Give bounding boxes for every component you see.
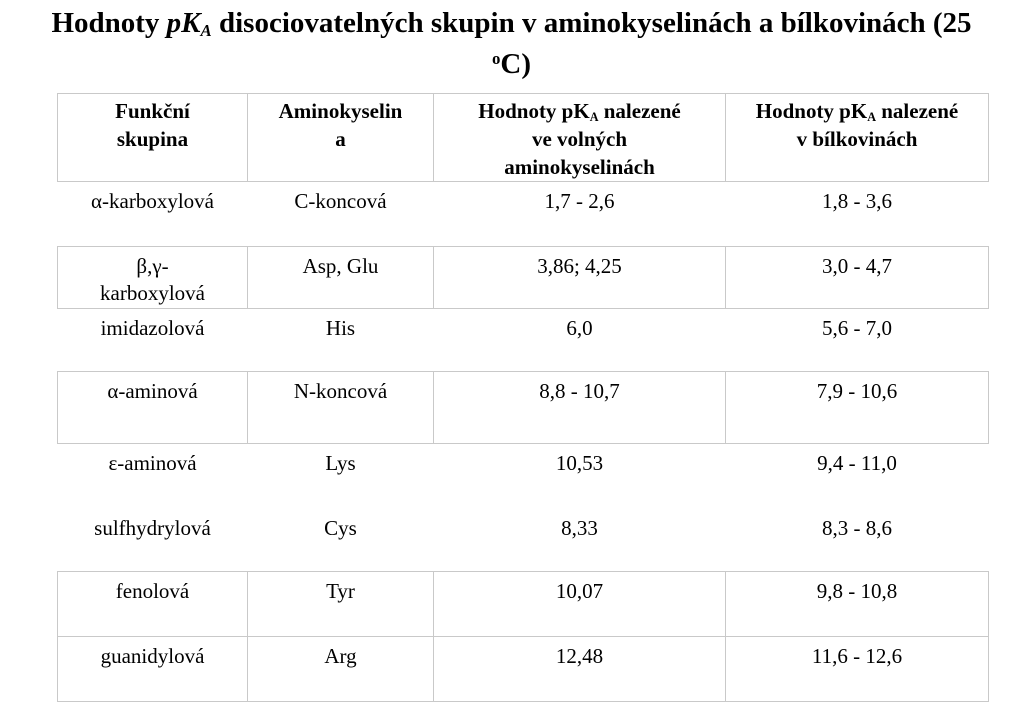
cell-amino-acid: Asp, Glu	[247, 246, 434, 309]
cell-pka-free: 12,48	[433, 636, 726, 702]
header-text: Hodnoty pK	[755, 99, 868, 123]
title-pk: pK	[166, 7, 201, 39]
cell-pka-protein: 11,6 - 12,6	[725, 636, 989, 702]
cell-pka-protein: 1,8 - 3,6	[822, 189, 892, 213]
header-text: nalezené ve volných aminokyselinách	[504, 99, 681, 179]
cell-pka-protein: 9,4 - 11,0	[817, 451, 897, 475]
cell-pka-protein: 7,9 - 10,6	[725, 371, 989, 444]
title-text-prefix: Hodnoty	[51, 7, 167, 39]
table-row: guanidylová Arg 12,48 11,6 - 12,6	[57, 636, 989, 702]
cell-functional-group: guanidylová	[57, 636, 248, 702]
cell-functional-group: fenolová	[57, 571, 248, 637]
cell-amino-acid: Arg	[247, 636, 434, 702]
cell-amino-acid: C-koncová	[294, 189, 387, 213]
cell-pka-free: 3,86; 4,25	[433, 246, 726, 309]
table-row: fenolová Tyr 10,07 9,8 - 10,8	[57, 571, 989, 637]
cell-functional-group: α-karboxylová	[91, 189, 214, 213]
slide-title: Hodnoty pKA disociovatelných skupin v am…	[0, 0, 1023, 93]
column-header-amino-acid: Aminokyselin a	[247, 93, 434, 182]
cell-pka-protein: 9,8 - 10,8	[725, 571, 989, 637]
cell-pka-free: 10,53	[555, 451, 604, 475]
cell-pka-protein: 5,6 - 7,0	[822, 316, 892, 340]
cell-amino-acid: N-koncová	[247, 371, 434, 444]
cell-pka-free: 8,8 - 10,7	[433, 371, 726, 444]
cell-amino-acid: Tyr	[247, 571, 434, 637]
table-row: imidazolová His 6,0 5,6 - 7,0	[58, 309, 989, 372]
cell-amino-acid: Lys	[325, 451, 356, 475]
title-line-1: Hodnoty pKA disociovatelných skupin v am…	[0, 3, 1023, 44]
cell-functional-group: sulfhydrylová	[94, 515, 211, 540]
table-row: α-karboxylová C-koncová 1,7 - 2,6 1,8 - …	[58, 182, 989, 247]
title-text-rest: disociovatelných skupin v aminokyselinác…	[211, 7, 972, 39]
table-row: sulfhydrylová Cys 8,33 8,3 - 8,6	[58, 509, 989, 572]
cell-pka-protein: 8,3 - 8,6	[822, 515, 892, 540]
cell-functional-group: α-aminová	[57, 371, 248, 444]
header-text: nalezené v bílkovinách	[796, 99, 959, 151]
cell-functional-group: β,γ- karboxylová	[57, 246, 248, 309]
cell-amino-acid: Cys	[324, 515, 357, 540]
column-header-pka-protein: Hodnoty pKA nalezené v bílkovinách	[725, 93, 989, 182]
cell-functional-group: ε-aminová	[108, 451, 197, 475]
column-header-pka-free: Hodnoty pKA nalezené ve volných aminokys…	[433, 93, 726, 182]
table-row: α-aminová N-koncová 8,8 - 10,7 7,9 - 10,…	[57, 371, 989, 444]
table-header-row: Funkční skupina Aminokyselin a Hodnoty p…	[57, 93, 989, 182]
table-row: β,γ- karboxylová Asp, Glu 3,86; 4,25 3,0…	[57, 246, 989, 309]
header-text: Hodnoty pK	[478, 99, 590, 123]
cell-pka-free: 6,0	[566, 316, 593, 340]
title-line-2: oC)	[0, 44, 1023, 85]
cell-pka-free: 1,7 - 2,6	[544, 189, 615, 213]
title-unit-text: C)	[500, 48, 531, 80]
cell-pka-protein: 3,0 - 4,7	[725, 246, 989, 309]
cell-pka-free: 8,33	[561, 515, 598, 540]
header-pka-subscript: A	[867, 110, 876, 125]
cell-pka-free: 10,07	[433, 571, 726, 637]
cell-amino-acid: His	[325, 316, 356, 340]
pka-table: Funkční skupina Aminokyselin a Hodnoty p…	[57, 93, 989, 702]
title-pk-subscript: A	[200, 21, 212, 41]
table-row: ε-aminová Lys 10,53 9,4 - 11,0	[58, 444, 989, 509]
cell-functional-group: imidazolová	[100, 316, 205, 340]
column-header-functional-group: Funkční skupina	[57, 93, 248, 182]
header-pka-subscript: A	[589, 110, 599, 125]
title-degree-superscript: o	[491, 48, 501, 68]
